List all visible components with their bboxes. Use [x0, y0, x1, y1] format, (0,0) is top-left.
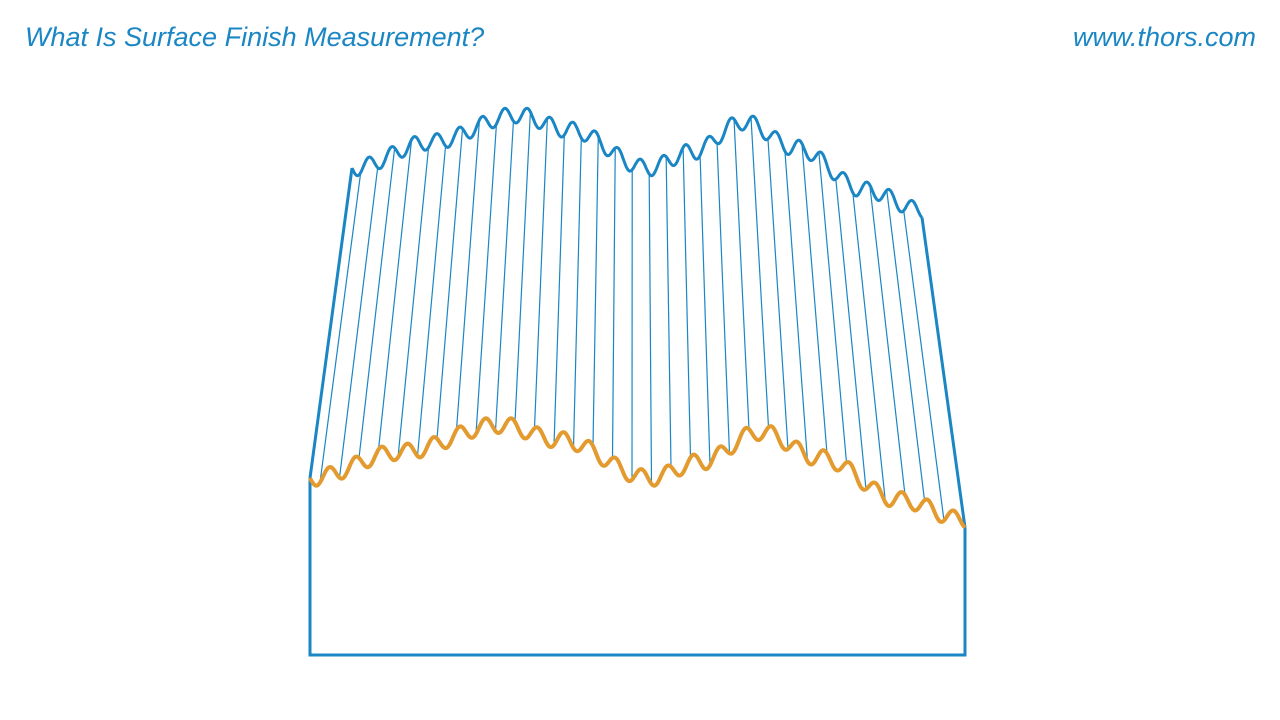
projection-line — [611, 147, 616, 458]
projection-line — [716, 143, 731, 454]
projection-line — [514, 111, 531, 422]
left-edge — [308, 167, 354, 479]
projection-line — [377, 139, 413, 450]
top-profile — [350, 106, 924, 219]
projection-line — [475, 123, 498, 435]
projection-line — [699, 155, 711, 466]
base-block — [308, 478, 967, 657]
projection-line — [818, 152, 848, 463]
projection-line — [852, 192, 887, 503]
projection-line — [784, 151, 809, 462]
surface-profile — [308, 416, 967, 529]
projection-line — [436, 128, 464, 439]
projection-line — [733, 119, 750, 430]
right-edge — [920, 217, 967, 528]
projection-line — [455, 119, 481, 430]
projection-line — [338, 167, 379, 478]
projection-line — [665, 156, 672, 467]
title: What Is Surface Finish Measurement? — [25, 22, 485, 52]
projection-line — [397, 147, 430, 458]
projection-line — [903, 210, 945, 521]
projection-line — [750, 117, 770, 428]
projection-line — [319, 172, 362, 483]
projection-line — [572, 138, 582, 449]
projection-line — [592, 135, 599, 446]
projection-line — [494, 121, 515, 432]
website: www.thors.com — [1072, 22, 1256, 52]
projection-line — [533, 118, 548, 429]
projection-line — [835, 179, 867, 490]
projection-line — [767, 138, 789, 449]
projection-line — [553, 134, 565, 445]
projection-line — [869, 184, 906, 496]
projection-line — [416, 145, 447, 457]
projection-line — [801, 143, 828, 454]
projection-line — [358, 147, 396, 458]
projection-line — [648, 173, 653, 484]
projection-line — [682, 147, 692, 458]
projection-line — [886, 190, 926, 501]
